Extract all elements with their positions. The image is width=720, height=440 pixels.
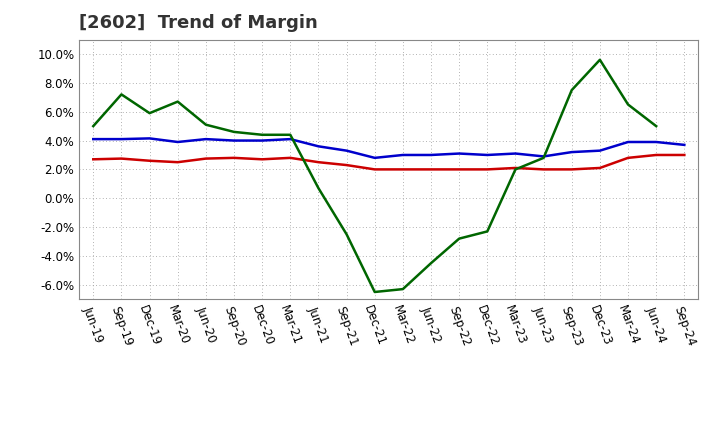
Net Income — [230, 155, 238, 161]
Operating Cashflow — [511, 167, 520, 172]
Net Income — [427, 167, 436, 172]
Net Income — [174, 160, 182, 165]
Operating Cashflow — [202, 122, 210, 127]
Operating Cashflow — [370, 290, 379, 295]
Ordinary Income — [145, 136, 154, 141]
Operating Cashflow — [483, 229, 492, 234]
Operating Cashflow — [652, 124, 660, 129]
Net Income — [117, 156, 126, 161]
Operating Cashflow — [258, 132, 266, 137]
Net Income — [370, 167, 379, 172]
Operating Cashflow — [567, 88, 576, 93]
Operating Cashflow — [174, 99, 182, 104]
Net Income — [342, 162, 351, 168]
Ordinary Income — [174, 139, 182, 145]
Operating Cashflow — [342, 231, 351, 237]
Ordinary Income — [483, 152, 492, 158]
Ordinary Income — [680, 142, 688, 147]
Operating Cashflow — [399, 286, 408, 292]
Line: Ordinary Income: Ordinary Income — [94, 139, 684, 158]
Ordinary Income — [117, 136, 126, 142]
Net Income — [567, 167, 576, 172]
Operating Cashflow — [286, 132, 294, 137]
Ordinary Income — [258, 138, 266, 143]
Ordinary Income — [567, 150, 576, 155]
Net Income — [202, 156, 210, 161]
Ordinary Income — [286, 136, 294, 142]
Operating Cashflow — [117, 92, 126, 97]
Operating Cashflow — [89, 124, 98, 129]
Ordinary Income — [455, 151, 464, 156]
Operating Cashflow — [455, 236, 464, 241]
Operating Cashflow — [314, 186, 323, 191]
Operating Cashflow — [230, 129, 238, 135]
Net Income — [483, 167, 492, 172]
Net Income — [595, 165, 604, 171]
Net Income — [258, 157, 266, 162]
Line: Operating Cashflow: Operating Cashflow — [94, 60, 656, 292]
Net Income — [89, 157, 98, 162]
Net Income — [652, 152, 660, 158]
Operating Cashflow — [145, 110, 154, 116]
Ordinary Income — [595, 148, 604, 153]
Ordinary Income — [624, 139, 632, 145]
Operating Cashflow — [539, 155, 548, 161]
Net Income — [511, 165, 520, 171]
Operating Cashflow — [427, 260, 436, 266]
Operating Cashflow — [624, 102, 632, 107]
Ordinary Income — [399, 152, 408, 158]
Ordinary Income — [89, 136, 98, 142]
Ordinary Income — [370, 155, 379, 161]
Net Income — [680, 152, 688, 158]
Text: [2602]  Trend of Margin: [2602] Trend of Margin — [79, 15, 318, 33]
Net Income — [539, 167, 548, 172]
Net Income — [455, 167, 464, 172]
Operating Cashflow — [595, 57, 604, 62]
Net Income — [145, 158, 154, 163]
Ordinary Income — [314, 144, 323, 149]
Net Income — [286, 155, 294, 161]
Ordinary Income — [202, 136, 210, 142]
Ordinary Income — [652, 139, 660, 145]
Ordinary Income — [539, 154, 548, 159]
Ordinary Income — [342, 148, 351, 153]
Ordinary Income — [427, 152, 436, 158]
Ordinary Income — [511, 151, 520, 156]
Net Income — [399, 167, 408, 172]
Net Income — [314, 160, 323, 165]
Ordinary Income — [230, 138, 238, 143]
Net Income — [624, 155, 632, 161]
Line: Net Income: Net Income — [94, 155, 684, 169]
